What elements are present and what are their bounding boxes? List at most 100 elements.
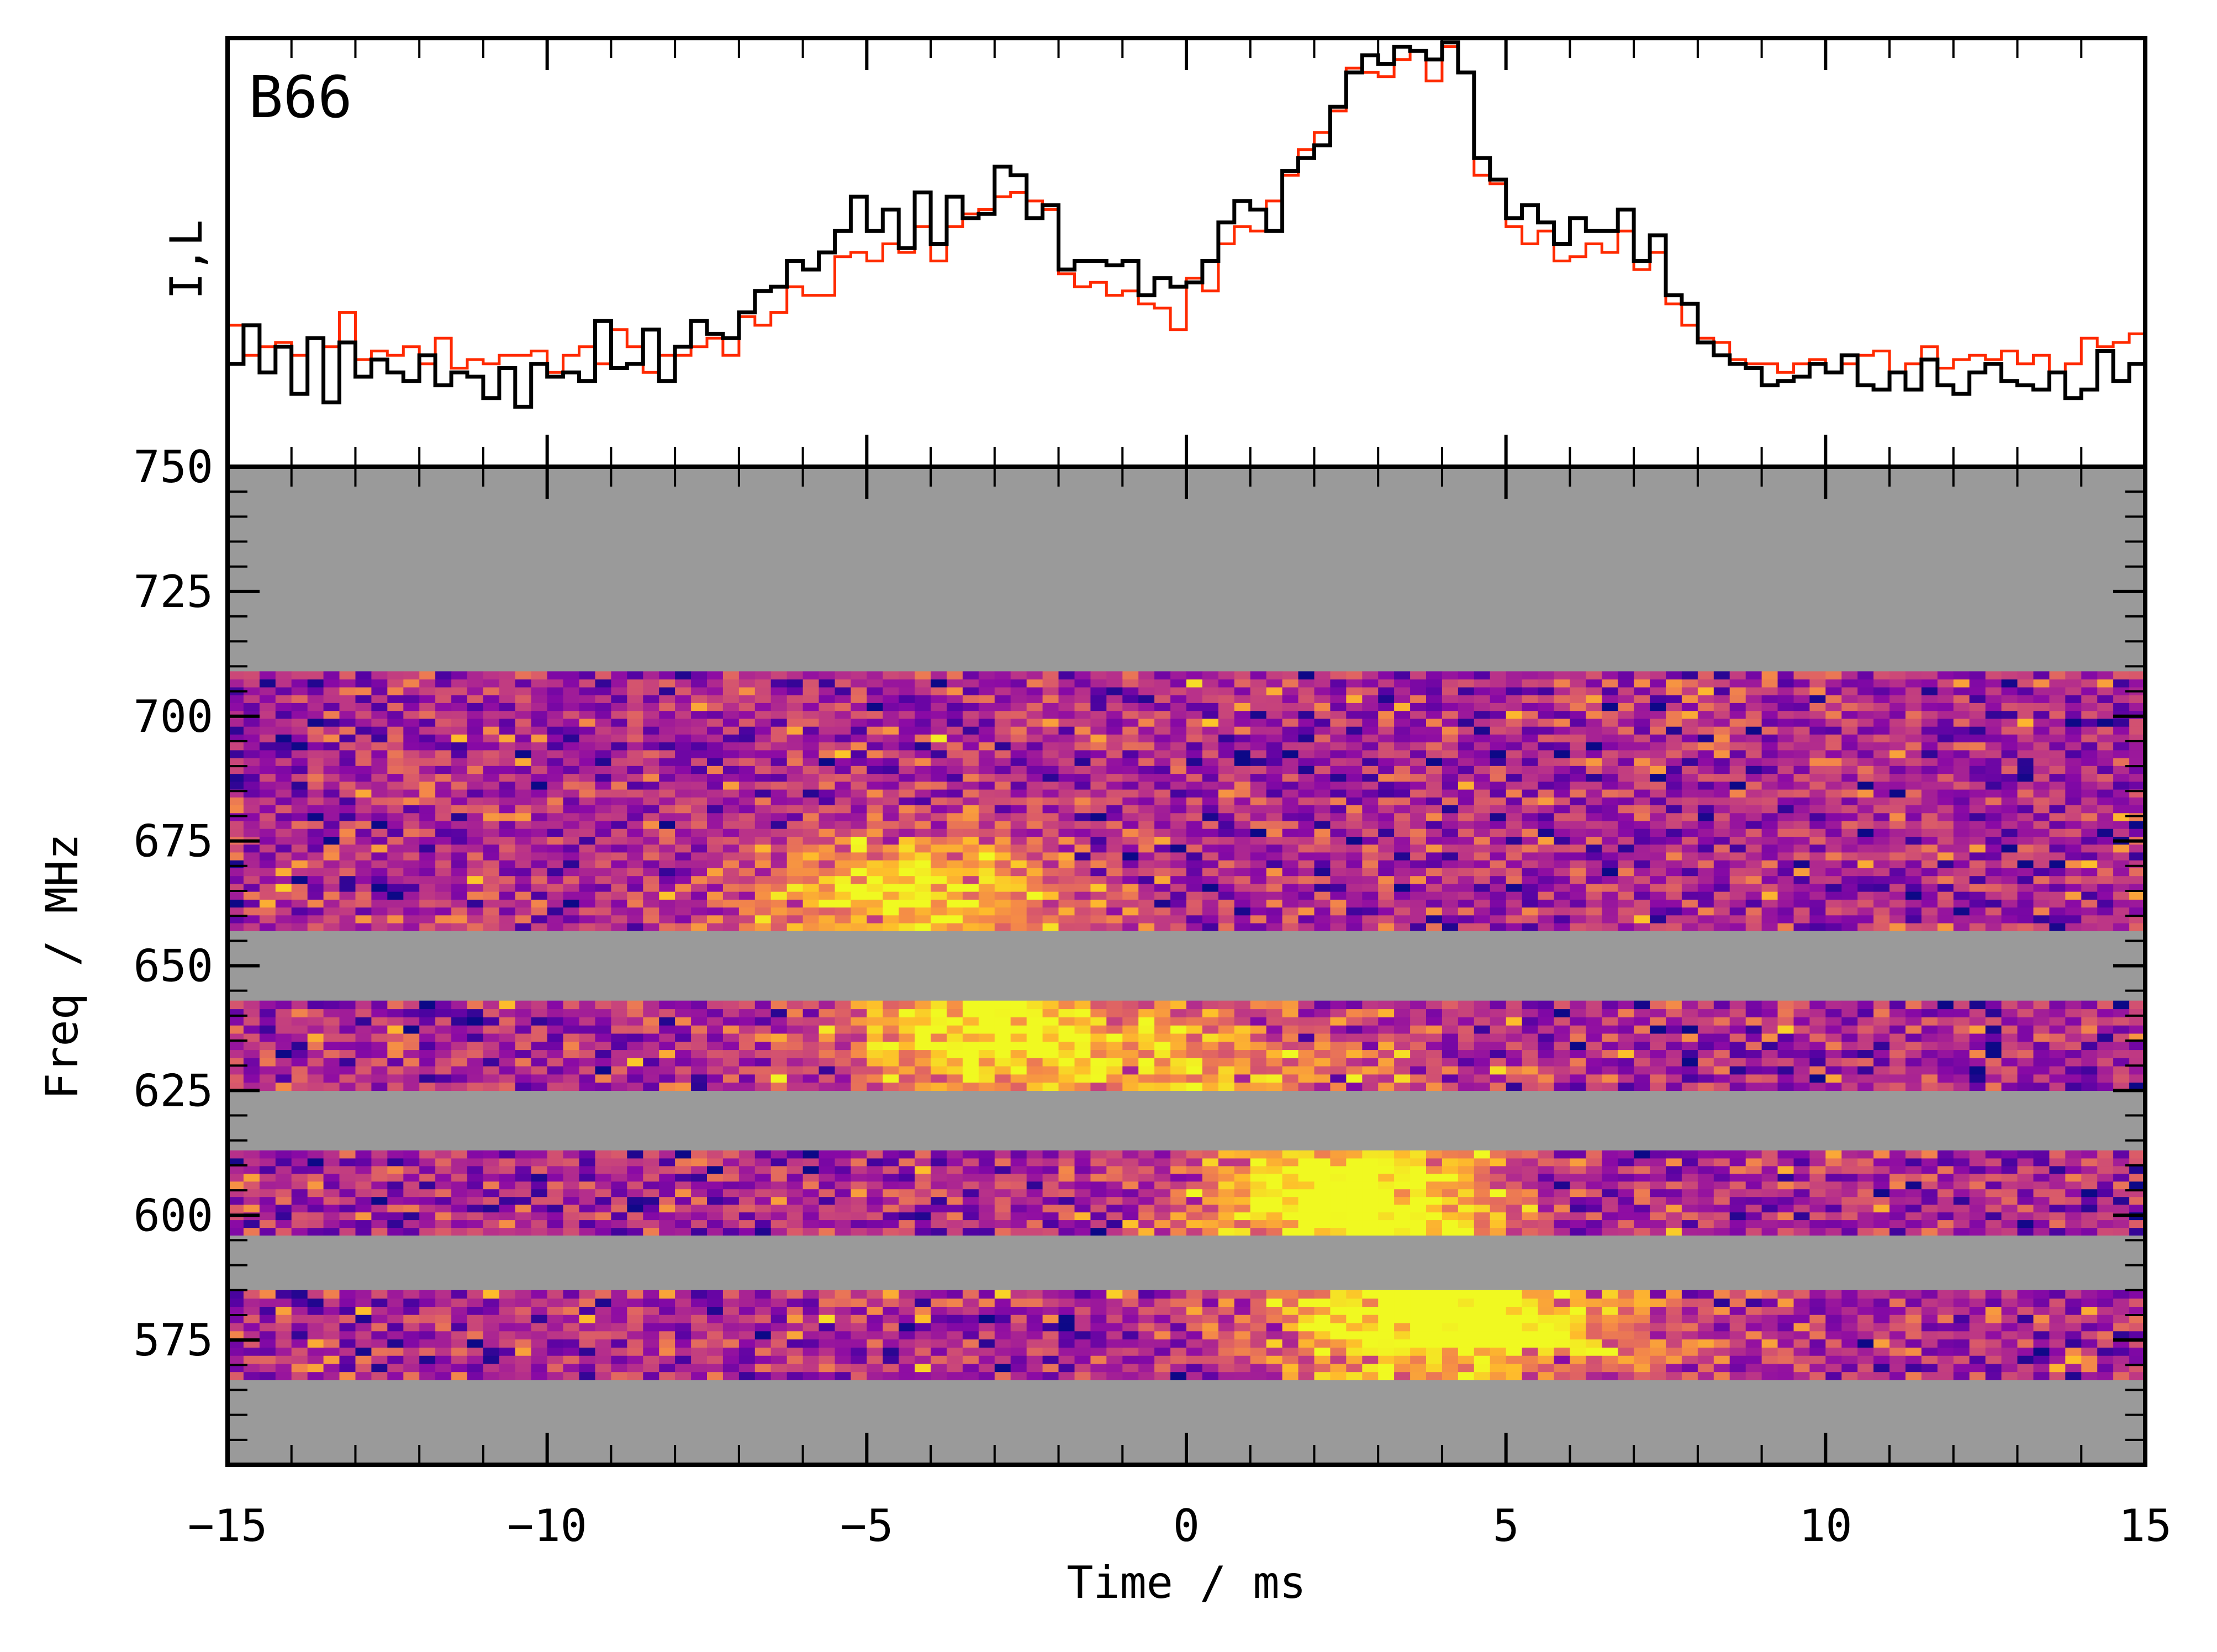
heatmap-cell	[738, 891, 756, 900]
heatmap-cell	[1394, 820, 1411, 829]
heatmap-cell	[2113, 828, 2130, 837]
heatmap-cell	[1282, 891, 1299, 900]
heatmap-cell	[2129, 1066, 2146, 1075]
heatmap-cell	[451, 718, 468, 727]
heatmap-cell	[1042, 710, 1059, 719]
heatmap-cell	[738, 812, 756, 821]
heatmap-cell	[1985, 1025, 2002, 1034]
heatmap-cell	[1889, 734, 1906, 743]
heatmap-cell	[611, 836, 627, 845]
heatmap-cell	[531, 923, 548, 931]
heatmap-cell	[1506, 695, 1523, 703]
heatmap-cell	[1090, 875, 1107, 884]
heatmap-cell	[1697, 758, 1714, 766]
heatmap-cell	[1666, 899, 1682, 908]
heatmap-cell	[1474, 679, 1491, 688]
heatmap-cell	[1426, 891, 1443, 900]
heatmap-cell	[883, 860, 899, 868]
heatmap-cell	[1969, 1074, 1986, 1083]
heatmap-cell	[1538, 679, 1554, 688]
heatmap-cell	[1793, 703, 1810, 711]
heatmap-cell	[915, 828, 931, 837]
heatmap-cell	[978, 710, 995, 719]
heatmap-cell	[722, 828, 740, 837]
heatmap-cell	[1122, 915, 1139, 923]
heatmap-cell	[1809, 1041, 1826, 1051]
heatmap-cell	[675, 1049, 692, 1058]
heatmap-cell	[547, 750, 564, 758]
heatmap-cell	[275, 915, 292, 923]
heatmap-cell	[643, 758, 659, 766]
heatmap-cell	[1985, 852, 2002, 861]
heatmap-cell	[1793, 805, 1810, 814]
heatmap-cell	[1074, 726, 1091, 735]
heatmap-cell	[1570, 695, 1586, 703]
heatmap-cell	[2081, 860, 2098, 868]
heatmap-cell	[643, 1033, 659, 1042]
heatmap-cell	[1426, 883, 1443, 892]
heatmap-cell	[355, 718, 372, 727]
heatmap-cell	[1650, 860, 1666, 868]
heatmap-cell	[931, 883, 947, 892]
heatmap-cell	[1362, 1058, 1379, 1067]
heatmap-cell	[259, 734, 276, 743]
heatmap-cell	[275, 758, 292, 766]
heatmap-cell	[1586, 1049, 1602, 1058]
heatmap-cell	[1937, 726, 1954, 735]
heatmap-cell	[1506, 789, 1523, 798]
heatmap-cell	[1298, 766, 1315, 774]
heatmap-cell	[1074, 852, 1091, 861]
heatmap-cell	[1586, 868, 1602, 877]
heatmap-cell	[1314, 1033, 1331, 1042]
heatmap-cell	[867, 703, 883, 711]
heatmap-cell	[547, 923, 564, 931]
heatmap-cell	[387, 1082, 404, 1091]
heatmap-cell	[307, 766, 324, 774]
heatmap-cell	[435, 1074, 452, 1083]
heatmap-cell	[1618, 703, 1634, 711]
heatmap-cell	[1138, 820, 1155, 829]
heatmap-cell	[1586, 1074, 1602, 1083]
heatmap-cell	[1186, 781, 1203, 790]
heatmap-cell	[2081, 766, 2098, 774]
heatmap-cell	[403, 1082, 420, 1091]
heatmap-cell	[1042, 836, 1059, 845]
heatmap-cell	[675, 860, 692, 868]
heatmap-cell	[915, 734, 931, 743]
heatmap-cell	[1234, 703, 1251, 711]
heatmap-cell	[323, 883, 340, 892]
heatmap-cell	[1921, 750, 1938, 758]
heatmap-cell	[451, 1058, 468, 1067]
heatmap-cell	[1634, 773, 1650, 782]
heatmap-cell	[499, 758, 516, 766]
heatmap-cell	[355, 789, 372, 798]
heatmap-cell	[1250, 899, 1267, 908]
heatmap-cell	[515, 703, 532, 711]
heatmap-cell	[499, 671, 516, 680]
heatmap-cell	[1074, 860, 1091, 868]
heatmap-cell	[2097, 1058, 2114, 1067]
heatmap-cell	[1681, 899, 1698, 908]
heatmap-cell	[1074, 1033, 1091, 1042]
heatmap-cell	[1138, 679, 1155, 688]
heatmap-cell	[1234, 1082, 1251, 1091]
heatmap-cell	[371, 875, 388, 884]
heatmap-cell	[1618, 758, 1634, 766]
heatmap-cell	[1666, 726, 1682, 735]
heatmap-cell	[1026, 812, 1043, 821]
heatmap-cell	[1745, 875, 1762, 884]
heatmap-cell	[1426, 907, 1443, 916]
heatmap-cell	[962, 899, 979, 908]
heatmap-cell	[627, 915, 643, 923]
heatmap-cell	[1825, 750, 1842, 758]
heatmap-cell	[1634, 1033, 1650, 1042]
heatmap-cell	[1074, 915, 1091, 923]
heatmap-cell	[499, 836, 516, 845]
heatmap-cell	[307, 703, 324, 711]
heatmap-cell	[1538, 1025, 1554, 1034]
heatmap-cell	[1186, 875, 1203, 884]
heatmap-cell	[1937, 797, 1954, 805]
heatmap-cell	[1266, 734, 1283, 743]
heatmap-cell	[770, 828, 788, 837]
heatmap-cell	[978, 812, 995, 821]
